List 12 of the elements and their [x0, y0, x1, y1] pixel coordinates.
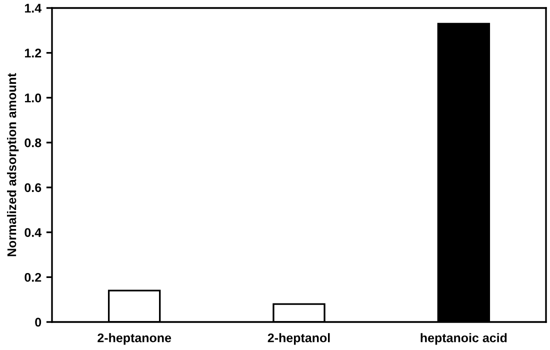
y-tick-label: 0.4 — [24, 228, 42, 237]
y-tick-label: 0.6 — [24, 183, 42, 192]
y-tick-label: 0.2 — [24, 272, 42, 282]
y-axis-title: Normalized adsorption amount — [7, 73, 19, 256]
x-tick-label: 2-heptanone — [98, 333, 172, 345]
x-tick-label: 2-heptanol — [268, 333, 330, 345]
y-tick-label: 1.2 — [24, 48, 42, 58]
y-tick-label: 1.4 — [24, 4, 42, 13]
y-tick-label: 1.0 — [24, 94, 42, 102]
y-tick-label: 0.8 — [24, 138, 42, 148]
x-tick-label: heptanoic acid — [420, 333, 507, 345]
y-tick-label: 0 — [35, 318, 42, 327]
